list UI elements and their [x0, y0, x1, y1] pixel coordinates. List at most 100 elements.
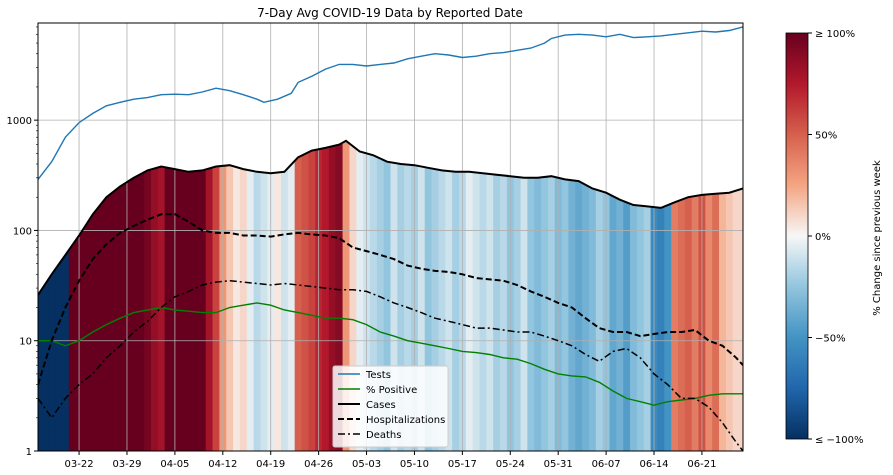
heatmap-cell — [294, 140, 303, 451]
heatmap-cell — [328, 140, 337, 451]
heatmap-cell — [349, 140, 357, 451]
heatmap-cell — [643, 140, 652, 451]
heatmap-cell — [212, 140, 220, 451]
heatmap-cell — [465, 140, 474, 451]
heatmap-cell — [472, 140, 481, 451]
x-tick-label: 05-17 — [448, 459, 477, 470]
heatmap-cell — [150, 140, 159, 451]
y-tick-label: 1 — [26, 447, 32, 458]
heatmap-cell — [452, 140, 460, 451]
heatmap-cell — [164, 140, 173, 451]
heatmap-cell — [96, 140, 104, 451]
heatmap-cell — [493, 140, 501, 451]
heatmap-cell — [684, 140, 693, 451]
heatmap-cell — [109, 140, 118, 451]
heatmap-cell — [369, 140, 378, 451]
series-line-tests — [38, 26, 743, 180]
y-tick-label: 1000 — [7, 116, 32, 127]
heatmap-cell — [424, 140, 433, 451]
heatmap-cell — [233, 140, 241, 451]
series-line-deaths — [38, 279, 743, 451]
chart-title: 7-Day Avg COVID-19 Data by Reported Date — [257, 6, 523, 20]
heatmap-cell — [226, 140, 234, 451]
heatmap-cell — [397, 140, 405, 451]
heatmap-cell — [404, 140, 412, 451]
heatmap-cell — [342, 140, 351, 451]
heatmap-cell — [205, 140, 214, 451]
heatmap-cell — [486, 140, 494, 451]
heatmap-cell — [192, 140, 200, 451]
colorbar-label: % Change since previous week — [872, 160, 883, 316]
x-tick-label: 04-12 — [208, 459, 237, 470]
heatmap-cell — [417, 140, 426, 451]
heatmap-cell — [82, 140, 90, 451]
heatmap-cell — [89, 140, 97, 451]
colorbar-tick-label: ≥ 100% — [815, 29, 855, 40]
heatmap-cell — [178, 140, 186, 451]
colorbar-tick-label: −50% — [815, 334, 846, 345]
heatmap-cell — [308, 140, 316, 451]
legend-label: Cases — [366, 400, 396, 411]
heatmap-cell — [623, 140, 631, 451]
heatmap-cell — [595, 140, 604, 451]
heatmap-cell — [253, 140, 262, 451]
x-tick-label: 03-22 — [65, 459, 94, 470]
x-tick-label: 05-24 — [496, 459, 525, 470]
series-lines — [38, 26, 743, 451]
heatmap-cell — [739, 140, 743, 451]
legend-label: % Positive — [366, 385, 417, 396]
series-line-hospitalizations — [38, 213, 743, 385]
heatmap-cell — [691, 140, 700, 451]
heatmap-cell — [274, 140, 282, 451]
heatmap-cell — [260, 140, 268, 451]
x-tick-label: 05-03 — [352, 459, 381, 470]
heatmap-cell — [541, 140, 549, 451]
heatmap-cell — [185, 140, 193, 451]
x-tick-label: 06-14 — [639, 459, 668, 470]
legend-label: Hospitalizations — [366, 415, 445, 426]
heatmap-cell — [438, 140, 446, 451]
heatmap-cell — [609, 140, 617, 451]
x-tick-label: 04-05 — [160, 459, 189, 470]
legend: Tests % Positive Cases Hospitalizations Deat… — [332, 365, 449, 448]
y-tick-label: 100 — [13, 226, 32, 237]
colorbar-tick-label: 0% — [815, 232, 831, 243]
x-tick-label: 05-31 — [544, 459, 573, 470]
heatmap-cell — [376, 140, 385, 451]
heatmap-cell — [301, 140, 309, 451]
heatmap-cell — [137, 140, 145, 451]
heatmap-cell — [48, 140, 56, 451]
heatmap-cell — [41, 140, 49, 451]
heatmap-cell — [705, 140, 713, 451]
heatmap-cell — [239, 140, 248, 451]
heatmap-cell — [527, 140, 535, 451]
heatmap-cell — [547, 140, 556, 451]
heatmap-cell — [719, 140, 727, 451]
heatmap-cell — [561, 140, 570, 451]
legend-box — [332, 365, 449, 448]
heatmap-cell — [68, 140, 77, 451]
x-tick-label: 06-21 — [687, 459, 716, 470]
heatmap-cell — [55, 140, 63, 451]
heatmap-cell — [38, 140, 43, 451]
heatmap-cell — [103, 140, 111, 451]
heatmap-cell — [144, 140, 152, 451]
y-axis-ticks: 1 10 100 1000 — [7, 26, 38, 458]
colorbar-gradient — [785, 32, 809, 440]
colorbar-tick-label: ≤ −100% — [815, 435, 864, 446]
heatmap-cell — [616, 140, 624, 451]
heatmap-cell — [383, 140, 392, 451]
heatmap-cell — [630, 140, 638, 451]
heatmap-cell — [356, 140, 364, 451]
legend-label: Tests — [365, 370, 391, 381]
heatmap-cell — [725, 140, 734, 451]
series-line-cases — [38, 139, 743, 296]
colorbar-tick-label: 50% — [815, 131, 837, 142]
heatmap-cell — [445, 140, 453, 451]
x-axis-ticks: 03-22 03-29 04-05 04-12 04-19 04-26 05-03 05-10… — [65, 451, 716, 470]
heatmap-cell — [534, 140, 542, 451]
colorbar: ≥ 100% 50% 0% −50% ≤ −100% % Change since pr… — [785, 29, 883, 446]
heatmap-cell — [500, 140, 508, 451]
heatmap-cell — [732, 140, 741, 451]
